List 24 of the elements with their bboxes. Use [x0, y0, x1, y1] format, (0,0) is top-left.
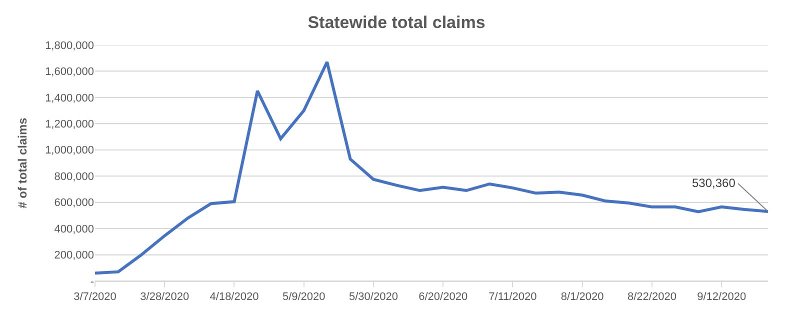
y-tick-label: - [90, 276, 94, 288]
x-tick-label: 7/11/2020 [488, 291, 537, 304]
chart-title: Statewide total claims [308, 12, 486, 32]
y-tick-label: 400,000 [54, 223, 94, 236]
x-tick-label: 5/9/2020 [282, 291, 326, 304]
x-tick-label: 3/28/2020 [140, 291, 190, 304]
y-tick-label: 1,600,000 [45, 66, 94, 78]
line-series [95, 60, 768, 275]
y-tick-label: 600,000 [54, 197, 94, 210]
x-tick-label: 9/12/2020 [697, 291, 746, 304]
y-axis-title: # of total claims [15, 117, 30, 208]
y-tick-label: 200,000 [54, 250, 94, 262]
data-label: 530,360 [692, 176, 736, 190]
x-tick-label: 6/20/2020 [418, 291, 468, 304]
y-tick-label: 1,800,000 [45, 40, 94, 52]
y-tick-label: 1,200,000 [45, 118, 94, 131]
y-tick-label: 1,400,000 [45, 92, 94, 104]
x-tick-label: 5/30/2020 [349, 291, 398, 304]
x-tick-label: 8/1/2020 [560, 291, 604, 304]
y-tick-label: 1,000,000 [45, 144, 94, 157]
x-tick-label: 3/7/2020 [74, 291, 116, 304]
y-tick-label: 800,000 [54, 170, 94, 183]
x-tick-label: 4/18/2020 [210, 291, 259, 304]
x-tick-label: 8/22/2020 [628, 291, 676, 304]
